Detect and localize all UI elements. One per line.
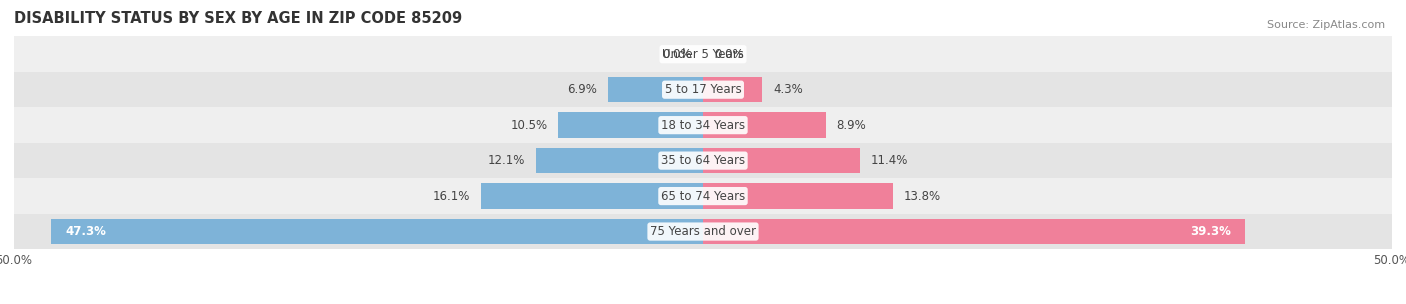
Bar [51,219,703,244]
Text: 11.4%: 11.4% [872,154,908,167]
Text: 5 to 17 Years: 5 to 17 Years [665,83,741,96]
Text: 65 to 74 Years: 65 to 74 Years [661,190,745,202]
Bar [14,36,1392,72]
Bar [14,178,1392,214]
Bar [703,183,893,209]
Bar [481,183,703,209]
Legend: Male, Female: Male, Female [634,302,772,304]
Bar [703,77,762,102]
Text: 0.0%: 0.0% [714,48,744,61]
Text: 13.8%: 13.8% [904,190,941,202]
Bar [703,219,1244,244]
Text: 75 Years and over: 75 Years and over [650,225,756,238]
Text: DISABILITY STATUS BY SEX BY AGE IN ZIP CODE 85209: DISABILITY STATUS BY SEX BY AGE IN ZIP C… [14,11,463,26]
Text: 47.3%: 47.3% [65,225,105,238]
Text: 39.3%: 39.3% [1189,225,1230,238]
Bar [703,148,860,173]
Text: Under 5 Years: Under 5 Years [662,48,744,61]
Bar [14,214,1392,249]
Text: 12.1%: 12.1% [488,154,526,167]
Bar [14,143,1392,178]
Text: 16.1%: 16.1% [433,190,470,202]
Text: 35 to 64 Years: 35 to 64 Years [661,154,745,167]
Bar [14,72,1392,107]
Text: 0.0%: 0.0% [662,48,692,61]
Text: 10.5%: 10.5% [510,119,547,132]
Text: 6.9%: 6.9% [567,83,598,96]
Bar [703,112,825,138]
Text: 18 to 34 Years: 18 to 34 Years [661,119,745,132]
Text: Source: ZipAtlas.com: Source: ZipAtlas.com [1267,20,1385,30]
Bar [536,148,703,173]
Text: 8.9%: 8.9% [837,119,866,132]
Text: 4.3%: 4.3% [773,83,803,96]
Bar [558,112,703,138]
Bar [607,77,703,102]
Bar [14,107,1392,143]
